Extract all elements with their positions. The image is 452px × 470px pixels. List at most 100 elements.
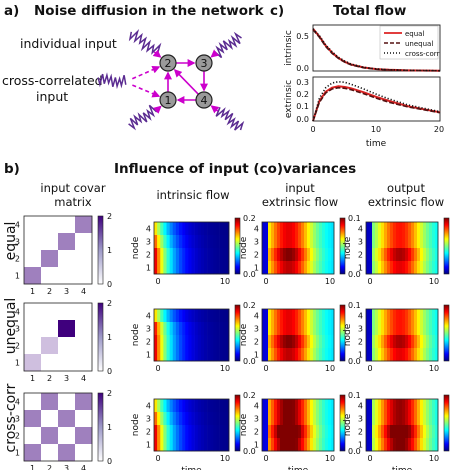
input-cell-equal-4-10 bbox=[292, 222, 296, 236]
covar-xtick-cross-corr-3: 4 bbox=[81, 464, 86, 470]
intrinsic-cell-cross-corr-4-16 bbox=[204, 399, 208, 413]
intrinsic-cell-equal-3-21 bbox=[219, 235, 224, 249]
output-cell-equal-3-7 bbox=[387, 235, 391, 249]
input-cell-unequal-1-20 bbox=[322, 348, 326, 362]
output-cell-equal-1-19 bbox=[423, 261, 427, 275]
intrinsic-cell-equal-4-22 bbox=[222, 222, 227, 236]
output-cell-unequal-1-9 bbox=[393, 348, 397, 362]
covar-cell-cross-corr-2-4 bbox=[75, 427, 93, 445]
output-cell-equal-4-9 bbox=[393, 222, 397, 236]
intrinsic-cell-cross-corr-3-16 bbox=[204, 412, 208, 426]
input-xtick0-cross-corr: 0 bbox=[263, 454, 268, 463]
input-cell-cross-corr-2-16 bbox=[310, 425, 314, 439]
output-cell-unequal-3-3 bbox=[375, 322, 379, 336]
intrinsic-ytick-cross-corr-0: 4 bbox=[146, 402, 151, 411]
intrinsic-ytick-unequal-1: 3 bbox=[146, 325, 151, 334]
input-cell-equal-3-4 bbox=[274, 235, 278, 249]
output-cell-unequal-1-6 bbox=[384, 348, 388, 362]
input-cell-unequal-4-6 bbox=[280, 309, 284, 323]
output-cell-cross-corr-3-14 bbox=[408, 412, 412, 426]
input-cell-equal-2-14 bbox=[304, 248, 308, 262]
output-cell-equal-4-16 bbox=[414, 222, 418, 236]
input-cell-equal-4-2 bbox=[268, 222, 272, 236]
input-cell-equal-3-18 bbox=[316, 235, 320, 249]
input-cell-equal-2-0 bbox=[262, 248, 266, 262]
input-cell-unequal-4-13 bbox=[301, 309, 305, 323]
intrinsic-ytick-cross-corr-3: 1 bbox=[146, 441, 151, 450]
input-cell-unequal-4-2 bbox=[268, 309, 272, 323]
panel-a: a) Noise diffusion in the network indivi… bbox=[2, 3, 265, 131]
covar-xtick-cross-corr-1: 2 bbox=[47, 464, 52, 470]
covar-xtick-equal-3: 4 bbox=[81, 287, 86, 296]
input-ytick-unequal-3: 1 bbox=[254, 351, 259, 360]
intrinsic-cell-unequal-2-21 bbox=[219, 335, 224, 349]
input-cell-equal-1-5 bbox=[277, 261, 281, 275]
covar-cell-equal-2-2 bbox=[41, 250, 59, 268]
output-colorbar-unequal bbox=[443, 304, 450, 362]
input-ytick-cross-corr-1: 3 bbox=[254, 415, 259, 424]
output-cell-equal-2-5 bbox=[381, 248, 385, 262]
intrinsic-cell-equal-4-14 bbox=[197, 222, 202, 236]
input-cell-equal-3-8 bbox=[286, 235, 290, 249]
intrinsic-cell-unequal-3-14 bbox=[197, 322, 202, 336]
intrinsic-cell-unequal-3-15 bbox=[200, 322, 205, 336]
output-cell-cross-corr-4-23 bbox=[435, 399, 439, 413]
input-cell-cross-corr-4-19 bbox=[319, 399, 323, 413]
input-cell-cross-corr-4-12 bbox=[298, 399, 302, 413]
intrinsic-cell-equal-3-23 bbox=[225, 235, 230, 249]
intrinsic-cell-equal-4-2 bbox=[160, 222, 164, 236]
output-cell-equal-4-15 bbox=[411, 222, 415, 236]
input-cell-cross-corr-4-16 bbox=[310, 399, 314, 413]
output-cell-unequal-3-1 bbox=[369, 322, 373, 336]
input-cell-cross-corr-3-14 bbox=[304, 412, 308, 426]
covar-cbar-tick-cross-corr-0: 2 bbox=[107, 389, 112, 398]
output-cell-equal-2-2 bbox=[372, 248, 376, 262]
intrinsic-cbar-bot-cross-corr: 0.0 bbox=[243, 447, 256, 456]
output-cell-unequal-4-15 bbox=[411, 309, 415, 323]
intrinsic-cell-cross-corr-1-2 bbox=[160, 438, 164, 452]
output-cell-unequal-3-9 bbox=[393, 322, 397, 336]
output-cell-unequal-2-18 bbox=[420, 335, 424, 349]
output-cell-cross-corr-1-17 bbox=[417, 438, 421, 452]
intrinsic-cell-cross-corr-2-21 bbox=[219, 425, 224, 439]
input-cell-unequal-2-15 bbox=[307, 335, 311, 349]
output-ytick-unequal-1: 3 bbox=[358, 325, 363, 334]
input-cell-cross-corr-3-12 bbox=[298, 412, 302, 426]
intrinsic-cell-cross-corr-4-10 bbox=[185, 399, 189, 413]
output-cell-unequal-3-5 bbox=[381, 322, 385, 336]
intrinsic-cell-cross-corr-3-5 bbox=[169, 412, 174, 426]
output-cell-unequal-3-16 bbox=[414, 322, 418, 336]
output-cell-equal-3-23 bbox=[435, 235, 439, 249]
output-heatmap-cross-corr bbox=[365, 398, 439, 452]
output-cell-cross-corr-4-7 bbox=[387, 399, 391, 413]
output-cell-equal-3-9 bbox=[393, 235, 397, 249]
intrinsic-xtick1-cross-corr: 10 bbox=[220, 454, 230, 463]
intrinsic-cell-cross-corr-4-1 bbox=[157, 399, 161, 413]
output-cell-unequal-2-1 bbox=[369, 335, 373, 349]
output-heatmap-unequal bbox=[365, 308, 439, 362]
output-cell-equal-3-10 bbox=[396, 235, 400, 249]
intrinsic-cell-unequal-1-21 bbox=[219, 348, 224, 362]
input-cell-unequal-2-9 bbox=[289, 335, 293, 349]
intrinsic-cell-equal-1-12 bbox=[191, 261, 195, 275]
input-cell-unequal-4-18 bbox=[316, 309, 320, 323]
input-cell-unequal-2-17 bbox=[313, 335, 317, 349]
output-cell-equal-1-15 bbox=[411, 261, 415, 275]
intrinsic-cell-unequal-2-22 bbox=[222, 335, 227, 349]
edge-4-2 bbox=[173, 69, 199, 95]
header-input-1: input bbox=[285, 181, 315, 195]
header-input-2: extrinsic flow bbox=[262, 195, 338, 209]
output-cell-unequal-4-11 bbox=[399, 309, 403, 323]
covar-ytick-equal-0: 4 bbox=[15, 221, 20, 230]
output-cell-unequal-2-17 bbox=[417, 335, 421, 349]
input-cell-unequal-2-23 bbox=[331, 335, 335, 349]
input-cell-equal-2-22 bbox=[328, 248, 332, 262]
input-cell-equal-3-9 bbox=[289, 235, 293, 249]
output-cell-equal-2-8 bbox=[390, 248, 394, 262]
output-cell-equal-1-8 bbox=[390, 261, 394, 275]
input-cell-equal-4-21 bbox=[325, 222, 329, 236]
input-cell-cross-corr-2-11 bbox=[295, 425, 299, 439]
covar-cell-unequal-3-1 bbox=[24, 320, 42, 338]
